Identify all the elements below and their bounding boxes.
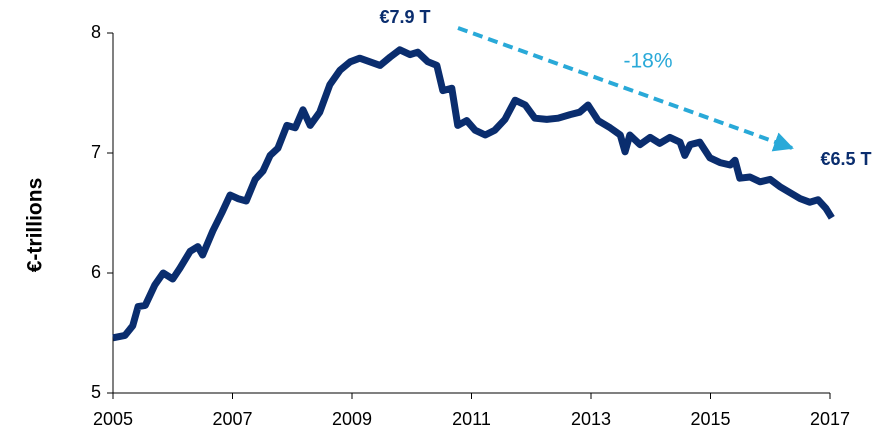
- y-tick-label: 8: [91, 22, 101, 42]
- y-axis-label: €-trillions: [24, 178, 47, 273]
- x-tick-label: 2005: [93, 409, 133, 429]
- annotation: -18%: [623, 50, 672, 73]
- x-tick-label: 2009: [332, 409, 372, 429]
- annotation: €6.5 T: [820, 149, 871, 169]
- x-tick-label: 2017: [810, 409, 850, 429]
- y-tick-label: 6: [91, 262, 101, 282]
- x-tick-label: 2011: [452, 409, 491, 429]
- y-tick-label: 7: [91, 142, 101, 162]
- x-tick-label: 2007: [212, 409, 252, 429]
- x-tick-label: 2013: [571, 409, 611, 429]
- trend-arrow: [457, 26, 794, 152]
- x-tick-label: 2015: [690, 409, 730, 429]
- annotation: €7.9 T: [379, 7, 430, 27]
- y-tick-label: 5: [91, 382, 101, 402]
- data-line: [112, 46, 835, 342]
